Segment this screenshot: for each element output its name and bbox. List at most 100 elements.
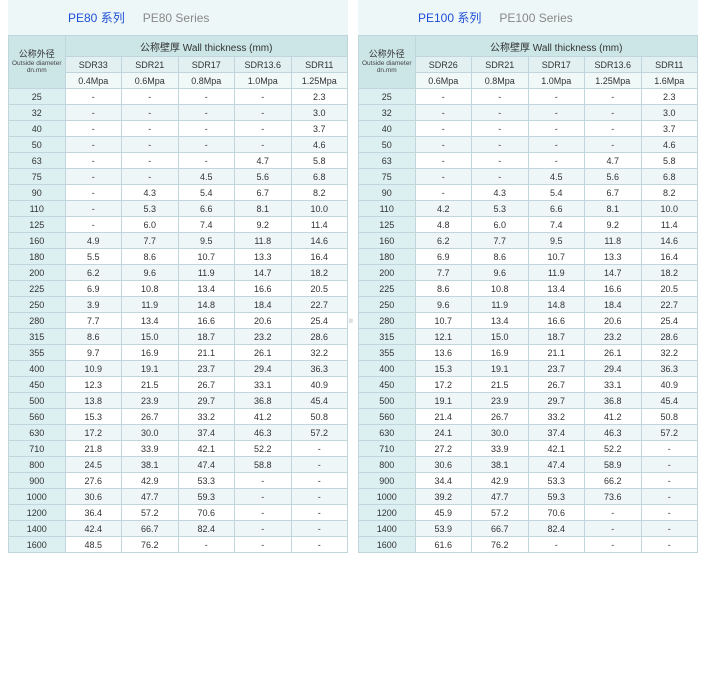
cell-value: 32.2 — [641, 345, 698, 361]
cell-diameter: 450 — [359, 377, 416, 393]
cell-value: 9.6 — [122, 265, 179, 281]
table-row: 160061.676.2--- — [359, 537, 698, 553]
table-row: 45017.221.526.733.140.9 — [359, 377, 698, 393]
cell-value: 18.4 — [235, 297, 292, 313]
cell-value: 36.8 — [235, 393, 292, 409]
table-row: 2807.713.416.620.625.4 — [9, 313, 348, 329]
cell-value: 42.1 — [178, 441, 235, 457]
cell-value: - — [122, 169, 179, 185]
table-row: 45012.321.526.733.140.9 — [9, 377, 348, 393]
cell-value: - — [291, 537, 348, 553]
table-row: 2007.79.611.914.718.2 — [359, 265, 698, 281]
cell-value: 20.5 — [291, 281, 348, 297]
cell-value: 5.3 — [122, 201, 179, 217]
cell-value: 40.9 — [641, 377, 698, 393]
cell-value: - — [472, 105, 529, 121]
cell-value: - — [415, 169, 472, 185]
cell-value: - — [585, 105, 642, 121]
cell-value: - — [235, 105, 292, 121]
table-row: 1606.27.79.511.814.6 — [359, 233, 698, 249]
cell-value: 6.7 — [235, 185, 292, 201]
cell-value: 27.6 — [65, 473, 122, 489]
header-mpa: 1.0Mpa — [235, 73, 292, 89]
table-row: 56015.326.733.241.250.8 — [9, 409, 348, 425]
cell-value: 8.6 — [415, 281, 472, 297]
cell-value: 28.6 — [641, 329, 698, 345]
cell-value: - — [528, 153, 585, 169]
cell-diameter: 500 — [359, 393, 416, 409]
cell-value: 9.6 — [415, 297, 472, 313]
cell-value: 5.6 — [585, 169, 642, 185]
cell-diameter: 500 — [9, 393, 66, 409]
header-mpa: 1.25Mpa — [291, 73, 348, 89]
cell-value: 33.2 — [528, 409, 585, 425]
series-title-bar: PE100 系列PE100 Series — [358, 0, 698, 35]
table-row: 1254.86.07.49.211.4 — [359, 217, 698, 233]
cell-value: 19.1 — [472, 361, 529, 377]
header-sdr: SDR13.6 — [585, 57, 642, 73]
cell-diameter: 900 — [359, 473, 416, 489]
cell-value: 5.8 — [291, 153, 348, 169]
cell-value: 6.2 — [65, 265, 122, 281]
cell-diameter: 90 — [359, 185, 416, 201]
cell-value: 16.6 — [178, 313, 235, 329]
cell-value: 16.6 — [235, 281, 292, 297]
cell-value: - — [641, 521, 698, 537]
series-title-en: PE80 Series — [143, 11, 210, 25]
cell-diameter: 125 — [9, 217, 66, 233]
cell-value: 45.9 — [415, 505, 472, 521]
cell-value: 4.5 — [178, 169, 235, 185]
cell-diameter: 63 — [359, 153, 416, 169]
cell-value: 4.3 — [472, 185, 529, 201]
cell-value: 20.6 — [585, 313, 642, 329]
cell-value: 4.5 — [528, 169, 585, 185]
cell-value: 82.4 — [528, 521, 585, 537]
cell-value: 21.5 — [122, 377, 179, 393]
cell-value: 47.4 — [528, 457, 585, 473]
cell-diameter: 1000 — [359, 489, 416, 505]
cell-value: 12.3 — [65, 377, 122, 393]
header-sdr: SDR13.6 — [235, 57, 292, 73]
cell-value: - — [472, 153, 529, 169]
cell-value: 14.6 — [291, 233, 348, 249]
cell-value: 4.8 — [415, 217, 472, 233]
cell-value: 40.9 — [291, 377, 348, 393]
cell-value: 6.9 — [65, 281, 122, 297]
cell-diameter: 125 — [359, 217, 416, 233]
cell-value: 7.7 — [472, 233, 529, 249]
cell-value: 15.0 — [472, 329, 529, 345]
cell-diameter: 50 — [9, 137, 66, 153]
cell-value: 26.1 — [235, 345, 292, 361]
cell-value: 8.6 — [122, 249, 179, 265]
cell-value: 17.2 — [415, 377, 472, 393]
cell-value: 10.8 — [472, 281, 529, 297]
cell-value: - — [235, 89, 292, 105]
header-sdr: SDR11 — [291, 57, 348, 73]
cell-value: 23.9 — [472, 393, 529, 409]
cell-value: - — [528, 121, 585, 137]
cell-value: - — [472, 137, 529, 153]
table-row: 100039.247.759.373.6- — [359, 489, 698, 505]
table-row: 28010.713.416.620.625.4 — [359, 313, 698, 329]
cell-value: 42.1 — [528, 441, 585, 457]
cell-value: 42.9 — [122, 473, 179, 489]
cell-value: 14.8 — [178, 297, 235, 313]
cell-value: - — [472, 169, 529, 185]
cell-value: 11.9 — [178, 265, 235, 281]
series-pe100: PE100 系列PE100 Series公称外径Outside diameter… — [358, 0, 698, 553]
cell-value: 20.6 — [235, 313, 292, 329]
cell-diameter: 180 — [359, 249, 416, 265]
header-wall-thickness: 公称壁厚 Wall thickness (mm) — [65, 36, 348, 57]
cell-diameter: 630 — [359, 425, 416, 441]
cell-value: 3.7 — [291, 121, 348, 137]
cell-diameter: 32 — [9, 105, 66, 121]
cell-value: 73.6 — [585, 489, 642, 505]
cell-value: 30.6 — [65, 489, 122, 505]
table-row: 140042.466.782.4-- — [9, 521, 348, 537]
cell-value: 13.4 — [528, 281, 585, 297]
table-row: 32----3.0 — [9, 105, 348, 121]
cell-value: - — [65, 185, 122, 201]
header-mpa: 0.8Mpa — [472, 73, 529, 89]
cell-value: 59.3 — [528, 489, 585, 505]
cell-value: 4.3 — [122, 185, 179, 201]
